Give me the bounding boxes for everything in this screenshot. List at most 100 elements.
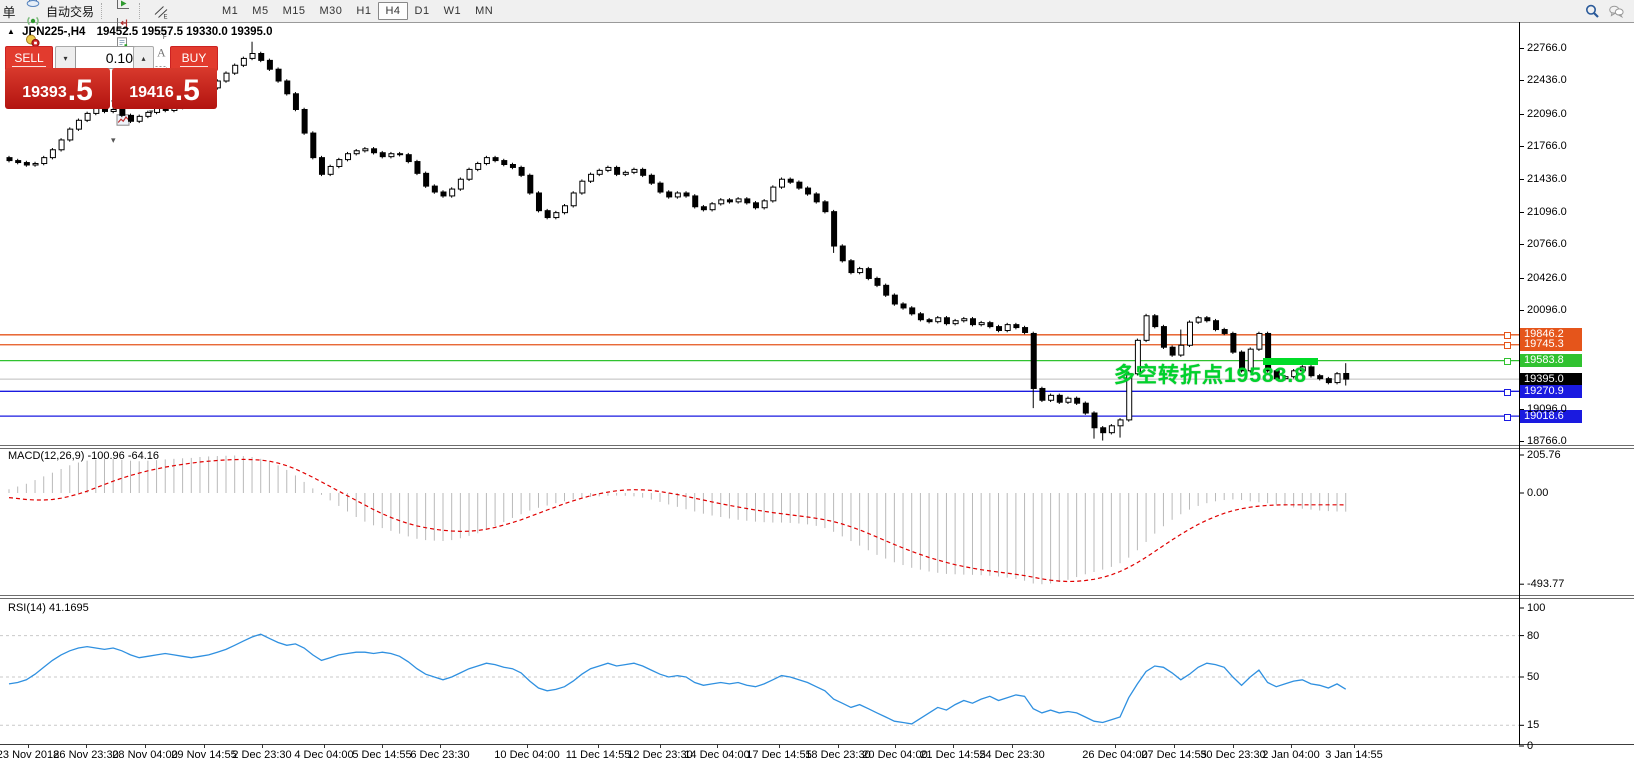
templates-dropdown-icon[interactable]: ▾ — [111, 135, 116, 145]
line-anchor[interactable] — [1504, 388, 1511, 396]
panel-separator[interactable] — [0, 445, 1634, 446]
time-axis-tick — [1174, 744, 1175, 748]
candle-body — [449, 188, 456, 197]
candle-body — [49, 149, 56, 159]
candle-body — [891, 294, 898, 305]
candle-body — [1178, 344, 1185, 356]
time-axis-tick — [953, 744, 954, 748]
candle-body — [726, 199, 733, 203]
candle-body — [996, 326, 1003, 332]
candle-body — [1213, 320, 1220, 331]
price-scale-tick — [1519, 48, 1524, 49]
candle-body — [744, 198, 751, 204]
time-axis-tick — [28, 744, 29, 748]
candle-body — [553, 212, 560, 219]
rsi-scale-label: 15 — [1527, 719, 1540, 732]
line-anchor[interactable] — [1504, 332, 1511, 340]
line-anchor[interactable] — [1504, 342, 1511, 350]
sell-price-button[interactable]: 19393 .5 — [5, 68, 110, 109]
candle-body — [943, 317, 950, 325]
candle-body — [345, 153, 352, 161]
candle-body — [796, 181, 803, 189]
panel-separator[interactable] — [0, 448, 1634, 449]
time-axis-label: 18 Dec 23:30 — [805, 749, 871, 761]
time-axis-label: 10 Dec 04:00 — [494, 749, 560, 761]
candle-body — [1091, 412, 1098, 429]
price-scale-label: 20766.0 — [1527, 238, 1567, 251]
equidistant-channel-icon[interactable]: E — [149, 2, 173, 22]
ohlc-readout: 19452.5 19557.5 19330.0 19395.0 — [96, 26, 273, 38]
buy-price-button[interactable]: 19416 .5 — [112, 68, 217, 109]
timeframe-h1-button[interactable]: H1 — [356, 5, 372, 17]
price-line-badge: 19270.9 — [1520, 384, 1582, 398]
autotrade-label[interactable]: 自动交易 — [46, 4, 95, 19]
search-icon[interactable] — [1580, 1, 1604, 21]
time-axis-tick — [86, 744, 87, 748]
price-scale-tick — [1519, 244, 1524, 246]
time-axis-tick — [204, 744, 205, 748]
line-anchor[interactable] — [1504, 358, 1511, 366]
timeframe-mn-button[interactable]: MN — [475, 5, 494, 17]
candle-body — [405, 154, 412, 163]
chat-icon[interactable] — [1604, 1, 1628, 21]
auto-scroll-icon[interactable] — [111, 0, 135, 14]
timeframe-m5-button[interactable]: M5 — [252, 5, 269, 17]
candle-body — [1265, 332, 1272, 372]
panel-separator[interactable] — [0, 598, 1634, 599]
signals-icon[interactable] — [21, 11, 45, 31]
panel-separator[interactable] — [0, 595, 1634, 596]
candle-body — [822, 201, 829, 213]
collapse-triangle-icon[interactable]: ▲ — [7, 27, 15, 36]
time-axis-tick — [1354, 744, 1355, 748]
candle-body — [509, 164, 516, 168]
time-axis-label: 27 Dec 14:55 — [1141, 749, 1207, 761]
candle-body — [457, 178, 464, 190]
candle-body — [32, 163, 39, 166]
time-axis-label: 12 Dec 23:30 — [627, 749, 693, 761]
volume-input[interactable] — [75, 46, 137, 69]
price-scale-label: 22096.0 — [1527, 107, 1567, 120]
time-axis-label: 14 Dec 04:00 — [684, 749, 750, 761]
candle-body — [622, 171, 629, 175]
candle-body — [839, 245, 846, 262]
pivot-annotation-text[interactable]: 多空转折点19583.8 — [1114, 364, 1307, 387]
candle-body — [1108, 425, 1115, 434]
line-anchor[interactable] — [1504, 413, 1511, 421]
candle-body — [145, 111, 152, 117]
candle-body — [805, 187, 812, 195]
candle-body — [544, 210, 551, 219]
timeframe-d1-button[interactable]: D1 — [414, 5, 430, 17]
fibonacci-icon[interactable]: F — [149, 22, 173, 42]
buy-button[interactable]: BUY — [170, 46, 218, 71]
candle-body — [1239, 351, 1246, 372]
price-scale-label: 21436.0 — [1527, 172, 1567, 185]
pivot-highlight-bar[interactable] — [1263, 357, 1318, 365]
candle-body — [154, 108, 161, 113]
time-axis-label: 24 Dec 23:30 — [979, 749, 1045, 761]
sell-button[interactable]: SELL — [5, 46, 53, 71]
candle-body — [58, 139, 65, 151]
timeframe-h4-button[interactable]: H4 — [378, 2, 408, 20]
time-axis-label: 6 Dec 23:30 — [410, 749, 470, 761]
new-order-button[interactable]: 单 — [2, 4, 16, 20]
price-scale-label: 18766.0 — [1527, 434, 1567, 447]
chart-shift-icon[interactable] — [111, 14, 135, 34]
rsi-scale-label: 100 — [1527, 602, 1546, 614]
timeframe-w1-button[interactable]: W1 — [443, 5, 462, 17]
candle-body — [483, 157, 490, 165]
candle-body — [284, 80, 291, 95]
timeframe-m1-button[interactable]: M1 — [222, 5, 239, 17]
candle-body — [397, 153, 404, 156]
candle-body — [67, 128, 74, 141]
svg-text:A: A — [157, 46, 166, 60]
price-scale-tick — [1519, 146, 1524, 148]
price-scale-tick — [1519, 212, 1524, 214]
text-icon[interactable]: A — [149, 42, 173, 62]
timeframe-m15-button[interactable]: M15 — [282, 5, 306, 17]
cloud-upload-icon[interactable] — [21, 0, 45, 11]
timeframe-m30-button[interactable]: M30 — [319, 5, 343, 17]
candle-body — [318, 157, 325, 175]
time-axis-tick — [1291, 744, 1292, 748]
candle-body — [301, 108, 308, 134]
